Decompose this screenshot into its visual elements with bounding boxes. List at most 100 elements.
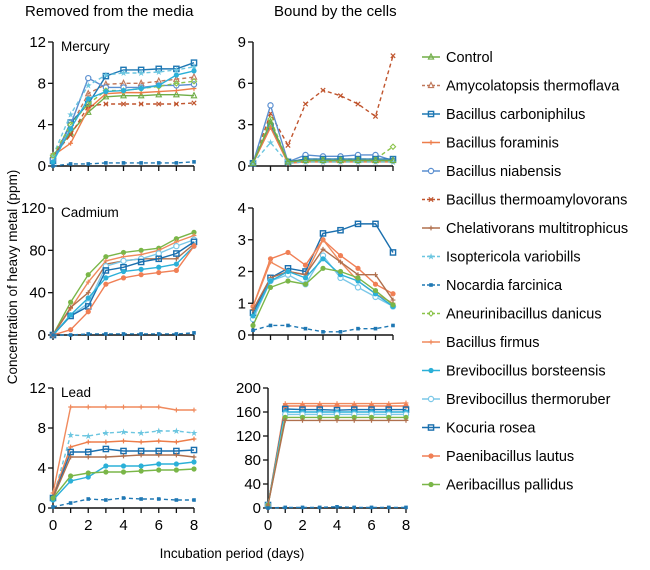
data-point: [121, 161, 126, 165]
x-tick-label: 6: [155, 517, 163, 534]
data-point: [156, 461, 162, 467]
data-point: ★: [67, 109, 75, 119]
series-line: [50, 466, 197, 501]
data-point: [320, 265, 326, 271]
data-point: ★: [155, 426, 163, 436]
legend-item: Paenibacillus lautus: [422, 449, 574, 465]
data-point: [85, 309, 91, 315]
data-point: [372, 287, 379, 294]
legend-item: ★ Isoptericola variobills: [422, 250, 581, 266]
data-point: [368, 414, 375, 420]
data-point: [155, 90, 163, 98]
data-point: [389, 143, 397, 151]
data-point: ★: [266, 138, 274, 148]
data-point: [104, 161, 108, 165]
y-tick-label: 0: [38, 158, 46, 175]
data-point: [173, 242, 180, 250]
data-point: [427, 395, 435, 403]
data-point: [138, 468, 144, 474]
data-point: [51, 505, 55, 509]
y-tick-label: 40: [29, 285, 46, 302]
data-point: [138, 439, 144, 445]
data-point: [137, 91, 145, 99]
data-point: [68, 162, 73, 166]
data-point: [320, 87, 326, 93]
series-line: [50, 436, 197, 499]
data-point: [428, 453, 434, 459]
data-point: [337, 226, 344, 234]
data-point: [317, 505, 322, 510]
panel-title: Lead: [61, 385, 91, 400]
series-line: [249, 117, 397, 166]
data-point: [68, 312, 74, 318]
series-line: [49, 445, 198, 502]
data-point: [386, 414, 392, 420]
data-point: [403, 414, 409, 420]
data-point: [190, 446, 198, 454]
data-point: [173, 452, 179, 458]
y-tick-label: 1: [238, 295, 246, 312]
data-point: [138, 404, 144, 410]
data-point: [85, 290, 91, 296]
y-tick-label: 40: [244, 476, 261, 493]
data-point: [268, 259, 273, 265]
data-point: [190, 91, 198, 99]
legend-item: Brevibocillus borsteensis: [422, 364, 606, 380]
data-point: [86, 497, 91, 501]
x-tick-label: 8: [190, 517, 198, 534]
series-path: [52, 448, 195, 499]
series-line: [50, 404, 197, 496]
data-point: ★: [102, 428, 110, 438]
data-point: [299, 414, 306, 420]
series-path: [267, 408, 406, 506]
y-tick-label: 0: [253, 500, 261, 517]
data-point: [120, 66, 127, 74]
data-point: [319, 156, 327, 164]
data-point: [120, 469, 127, 475]
y-tick-label: 0: [38, 327, 46, 344]
data-point: [68, 333, 73, 337]
legend-item: Aneurinibacillus danicus: [422, 307, 602, 323]
data-point: [266, 506, 270, 510]
y-tick-label: 0: [38, 500, 46, 517]
data-point: [373, 326, 378, 331]
data-point: [85, 295, 91, 301]
data-point: [302, 281, 309, 287]
data-point: [138, 85, 144, 92]
data-point: [139, 497, 143, 501]
legend-label: Aeribacillus pallidus: [446, 478, 573, 494]
data-point: [404, 505, 408, 510]
data-point: [338, 259, 343, 265]
data-point: [103, 281, 109, 287]
data-point: [428, 481, 434, 488]
data-point: [121, 438, 126, 444]
data-point: [102, 92, 110, 100]
data-point: [173, 261, 179, 267]
data-point: [369, 418, 374, 423]
data-point: [68, 140, 74, 146]
data-point: [120, 101, 127, 107]
data-point: [156, 269, 162, 276]
data-point: [85, 470, 91, 476]
data-point: [355, 101, 361, 107]
data-point: [267, 284, 274, 290]
data-point: [120, 463, 127, 469]
data-point: [391, 323, 395, 328]
data-point: [403, 403, 409, 409]
data-point: [369, 505, 374, 510]
data-point: [267, 102, 274, 109]
data-point: [156, 452, 162, 458]
series-path: [252, 223, 394, 314]
series-path: [267, 413, 406, 506]
data-point: [191, 100, 197, 106]
y-tick-label: 4: [38, 460, 46, 477]
data-point: [190, 59, 198, 66]
panel-cadmium: 0 40 80 120 Cadmium: [21, 200, 198, 344]
y-tick-label: 160: [236, 404, 261, 421]
series-path: [52, 454, 195, 499]
x-tick-label: 0: [49, 517, 57, 534]
series-line: [264, 411, 410, 509]
data-point: ★: [84, 431, 92, 441]
data-point: [103, 463, 109, 469]
